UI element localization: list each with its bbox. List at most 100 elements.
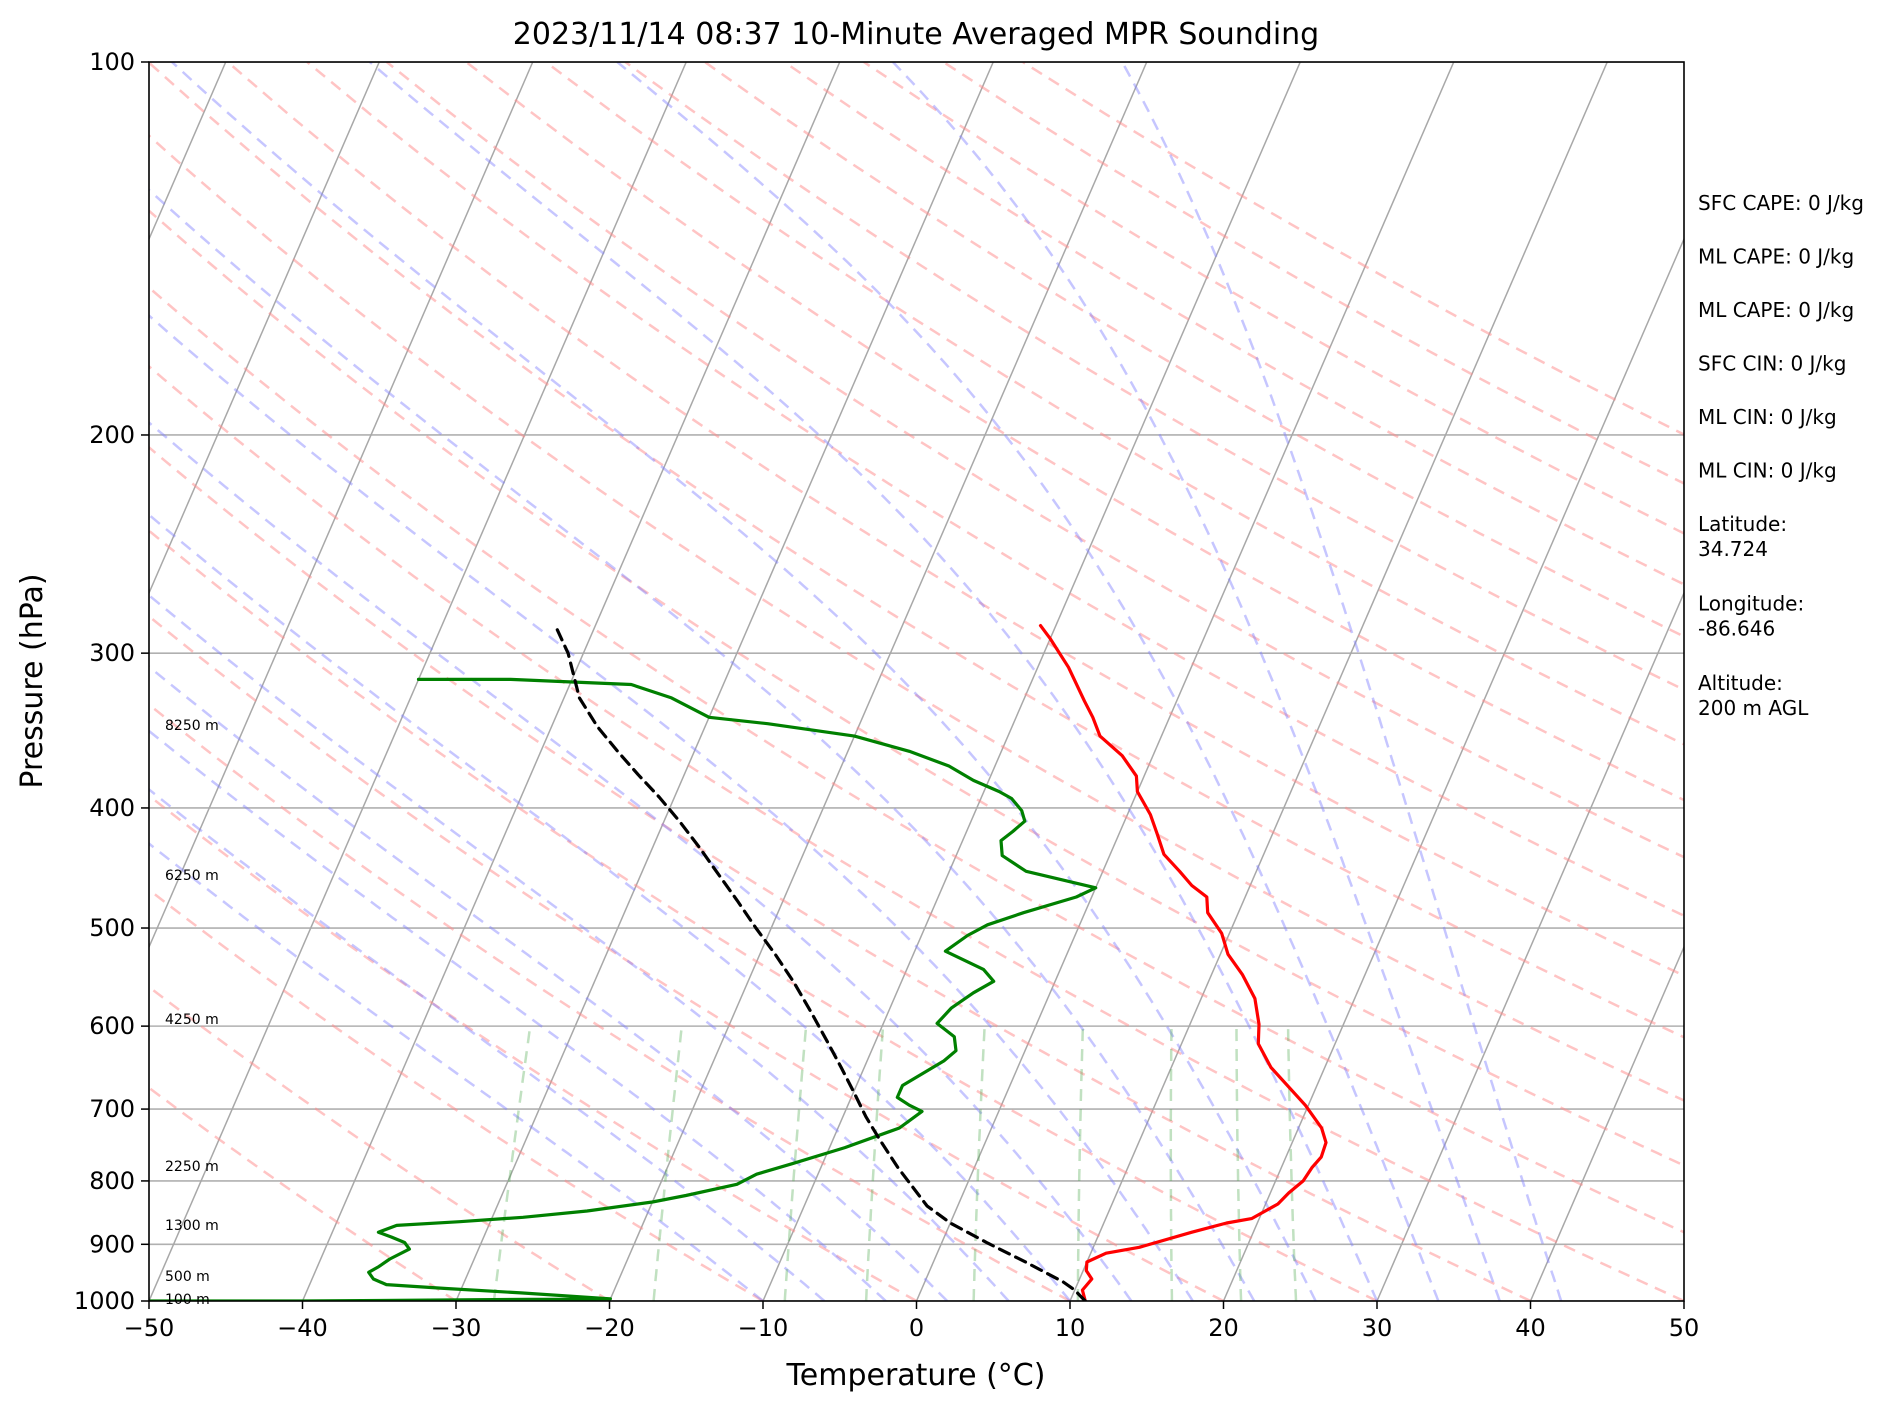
dry-adiabat [545,62,1684,746]
height-label: 4250 m [165,1012,219,1028]
station-info-label: Altitude: [1698,671,1783,695]
moist-adiabat [149,513,1071,1301]
x-axis-label: Temperature (°C) [786,1358,1046,1393]
dry-adiabat [149,133,1684,1102]
x-tick-label: 10 [1055,1314,1086,1342]
dry-adiabat [465,62,1684,802]
height-labels: 8250 m 6250 m 4250 m 2250 m 1300 m 500 m 100 m [165,718,219,1308]
y-tick-label: 800 [89,1167,135,1195]
y-tick-label: 400 [89,794,135,822]
dry-adiabat [149,364,1684,1301]
moist-adiabat [149,420,1133,1301]
isotherm-line [1529,945,1684,1301]
x-tick-label: 20 [1208,1314,1239,1342]
isotherm-line [1376,591,1684,1301]
y-tick-label: 900 [89,1230,135,1258]
temperature-line [1038,624,1328,1301]
moist-adiabat [149,313,1194,1301]
sounding-parameter: ML CIN: 0 J/kg [1698,405,1837,429]
isotherm-line [149,62,380,595]
mixing-ratio-line [864,1026,885,1301]
y-tick-label: 700 [89,1095,135,1123]
height-label: 500 m [165,1269,210,1285]
dry-adiabat [149,209,1684,1167]
dry-adiabat [149,794,918,1301]
dry-adiabat [149,285,1684,1234]
sounding-series [149,624,1328,1301]
y-tick-label: 600 [89,1012,135,1040]
dry-adiabat [783,62,1684,586]
y-tick-label: 300 [89,639,135,667]
sounding-parameter: ML CAPE: 0 J/kg [1698,245,1854,269]
moist-adiabat [149,665,949,1301]
isotherm-line [915,62,1455,1301]
chart-title: 2023/11/14 08:37 10-Minute Averaged MPR … [513,17,1319,52]
station-info-label: Longitude: [1698,592,1804,616]
isotherm-line [149,62,534,949]
isotherm-line [149,62,687,1301]
dry-adiabat [226,62,1684,978]
x-tick-label: −40 [277,1314,328,1342]
moist-adiabat [149,729,887,1301]
sounding-parameters: SFC CAPE: 0 J/kg ML CAPE: 0 J/kg ML CAPE: … [1698,191,1864,720]
y-tick-label: 200 [89,421,135,449]
height-label: 8250 m [165,718,219,734]
mixing-ratio-line [1076,1026,1085,1301]
sounding-parameter: ML CIN: 0 J/kg [1698,459,1837,483]
dry-adiabat [149,703,1071,1301]
mixing-ratio-line [1286,1026,1298,1301]
mixing-ratio-line [1169,1026,1174,1301]
x-axis-ticks: −50 −40 −30 −20 −10 0 10 20 30 40 50 [124,1301,1700,1342]
station-info-label: Latitude: [1698,512,1787,536]
height-label: 1300 m [165,1218,219,1234]
station-info-value: 200 m AGL [1698,696,1809,720]
dry-adiabat [306,62,1684,918]
x-tick-label: −20 [584,1314,635,1342]
moist-adiabat [171,62,1317,1301]
y-tick-label: 500 [89,914,135,942]
moist-adiabat [368,62,1379,1301]
mixing-ratio-line [492,1025,532,1301]
height-label: 2250 m [165,1159,219,1175]
moist-adiabat [149,842,764,1301]
isotherm-line [762,62,1301,1301]
dry-adiabat [149,614,1225,1301]
dewpoint-line [149,677,1098,1301]
y-tick-label: 100 [89,48,135,76]
moist-adiabat [149,188,1256,1301]
dry-adiabat [385,62,1684,859]
isotherm-line [608,62,1148,1301]
dry-adiabat [149,985,611,1301]
parcel-path-line [554,625,1087,1301]
height-label: 100 m [165,1292,210,1308]
x-tick-label: 50 [1669,1314,1700,1342]
y-axis-ticks: 100 200 300 400 500 600 700 800 900 1000 [74,48,149,1315]
moist-adiabat [149,593,1010,1301]
dry-adiabat [149,888,764,1301]
sounding-parameter: SFC CAPE: 0 J/kg [1698,191,1864,215]
dry-adiabat [149,62,1684,1039]
isotherm-line [1069,62,1608,1301]
sounding-parameter: SFC CIN: 0 J/kg [1698,352,1846,376]
y-axis-label: Pressure (hPa) [15,573,50,788]
sounding-parameter: ML CAPE: 0 J/kg [1698,298,1854,322]
x-tick-label: −30 [431,1314,482,1342]
x-tick-label: −50 [124,1314,175,1342]
moist-adiabat [616,62,1440,1301]
dry-adiabat [149,445,1532,1301]
height-label: 6250 m [165,868,219,884]
isotherm-line [1222,237,1684,1301]
mixing-ratio-line [972,1026,986,1301]
isotherm-line [455,62,994,1301]
mixing-ratio-line [1235,1026,1243,1301]
dry-adiabat [624,62,1684,692]
x-tick-label: 0 [909,1314,924,1342]
background-lines [149,62,1684,1301]
x-tick-label: −10 [738,1314,789,1342]
moist-adiabat [891,62,1501,1301]
x-tick-label: 40 [1515,1314,1546,1342]
station-info-value: 34.724 [1698,537,1768,561]
y-tick-label: 1000 [74,1287,135,1315]
moist-adiabat [1121,62,1563,1301]
